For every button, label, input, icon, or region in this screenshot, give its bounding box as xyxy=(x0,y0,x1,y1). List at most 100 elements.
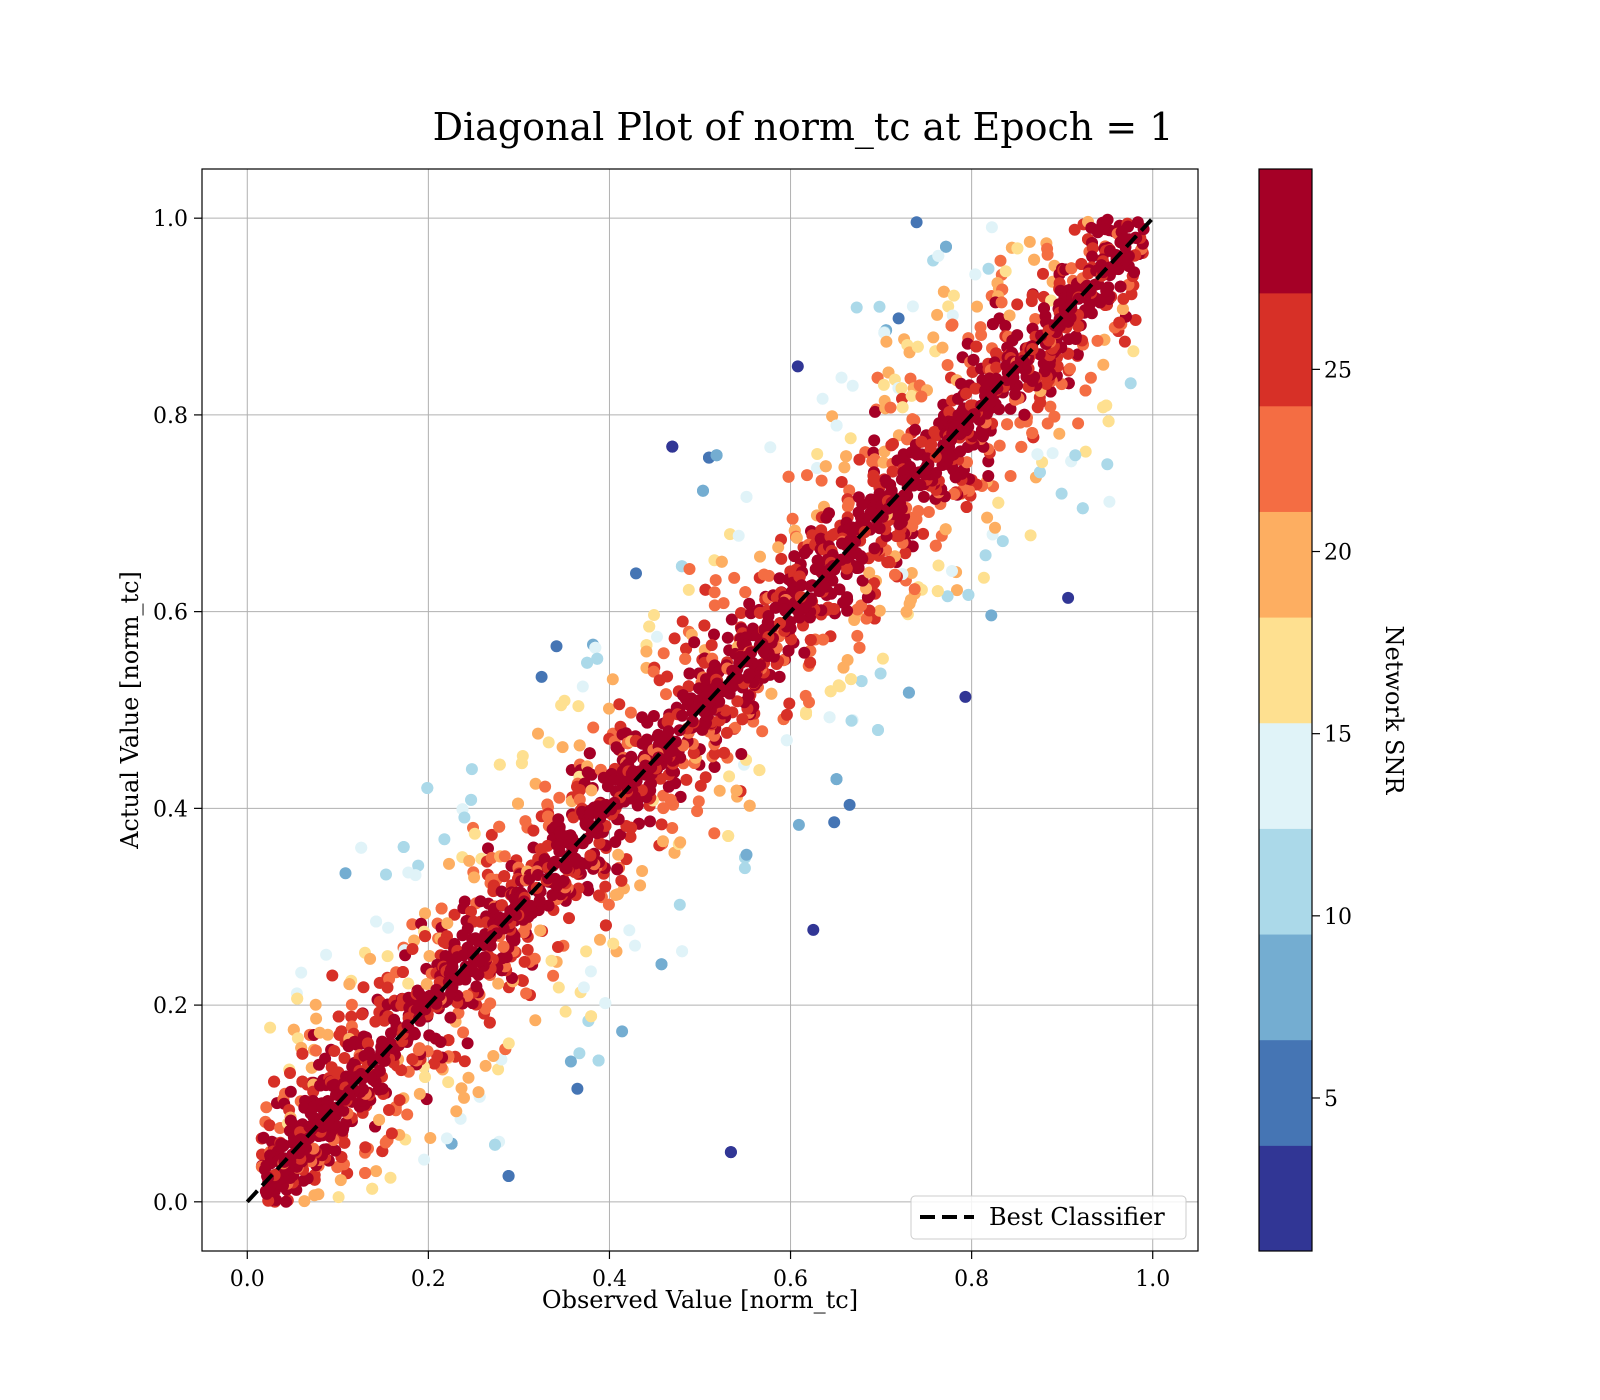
scatter-point xyxy=(855,675,868,688)
scatter-point xyxy=(886,465,899,478)
scatter-point xyxy=(947,289,960,302)
scatter-point xyxy=(844,432,857,445)
scatter-point xyxy=(877,456,890,469)
scatter-point xyxy=(260,1101,273,1114)
scatter-point xyxy=(616,1025,629,1038)
scatter-point xyxy=(308,1189,321,1202)
scatter-point xyxy=(775,552,788,565)
scatter-point xyxy=(994,254,1007,267)
scatter-point xyxy=(884,401,897,414)
scatter-point xyxy=(941,590,954,603)
scatter-point xyxy=(556,741,569,754)
scatter-point xyxy=(298,1195,311,1208)
scatter-point xyxy=(783,697,796,710)
scatter-point xyxy=(498,850,511,863)
scatter-point xyxy=(1041,248,1054,261)
scatter-point xyxy=(845,673,857,686)
scatter-point xyxy=(725,613,738,626)
x-tick-label: 0.2 xyxy=(411,1267,446,1292)
scatter-point xyxy=(541,839,554,852)
scatter-point xyxy=(718,746,731,759)
scatter-point xyxy=(1103,495,1116,508)
scatter-point xyxy=(948,488,960,500)
colorbar-band xyxy=(1259,1145,1312,1252)
scatter-point xyxy=(960,387,973,400)
scatter-point xyxy=(1004,402,1017,415)
scatter-point xyxy=(990,361,1003,374)
scatter-point xyxy=(585,768,598,781)
x-tick-label: 0.8 xyxy=(954,1267,989,1292)
colorbar-tick-label: 15 xyxy=(1324,723,1352,748)
scatter-point xyxy=(1024,529,1037,542)
scatter-point xyxy=(465,905,477,918)
y-tick-label: 0.8 xyxy=(153,404,188,429)
scatter-point xyxy=(753,764,766,777)
scatter-point xyxy=(708,586,721,599)
scatter-point xyxy=(644,815,656,828)
scatter-point xyxy=(502,1170,515,1182)
scatter-point xyxy=(1009,388,1022,401)
scatter-point xyxy=(545,954,558,967)
chart-title: Diagonal Plot of norm_tc at Epoch = 1 xyxy=(433,105,1174,150)
scatter-point xyxy=(816,392,829,405)
scatter-point xyxy=(680,773,693,786)
scatter-point xyxy=(1065,262,1078,275)
scatter-point xyxy=(583,747,596,760)
scatter-point xyxy=(532,869,544,881)
scatter-point xyxy=(799,689,812,702)
plot-frame xyxy=(201,168,1199,1252)
scatter-point xyxy=(981,511,994,524)
y-tick-label: 0.6 xyxy=(153,601,188,626)
scatter-point xyxy=(1072,417,1085,430)
scatter-point xyxy=(975,329,988,341)
scatter-point xyxy=(573,739,586,752)
scatter-point xyxy=(708,628,720,641)
scatter-point xyxy=(465,763,478,776)
scatter-point xyxy=(296,1047,309,1060)
scatter-point xyxy=(939,523,952,536)
scatter-point xyxy=(895,382,908,395)
scatter-point xyxy=(1044,400,1057,413)
scatter-point xyxy=(418,1153,431,1166)
y-tick-label: 1.0 xyxy=(153,207,188,232)
scatter-point xyxy=(1004,470,1017,482)
scatter-point xyxy=(798,547,811,560)
scatter-point xyxy=(826,410,839,423)
scatter-point xyxy=(959,690,972,703)
colorbar-band xyxy=(1259,617,1312,724)
scatter-point xyxy=(993,439,1006,452)
scatter-point xyxy=(740,848,753,861)
scatter-point xyxy=(1068,223,1081,236)
scatter-point xyxy=(782,470,795,483)
scatter-point xyxy=(534,924,547,937)
scatter-point xyxy=(593,889,606,902)
scatter-point xyxy=(550,640,563,653)
scatter-point xyxy=(699,583,712,596)
scatter-point xyxy=(683,667,696,680)
scatter-point xyxy=(384,1171,397,1184)
scatter-point xyxy=(521,943,534,956)
scatter-point xyxy=(1091,334,1104,347)
scatter-point xyxy=(624,830,637,843)
scatter-point xyxy=(607,937,620,950)
scatter-point xyxy=(1062,591,1075,604)
scatter-point xyxy=(412,859,425,872)
scatter-point xyxy=(1018,408,1031,421)
scatter-point xyxy=(563,912,575,925)
scatter-point xyxy=(1101,458,1114,471)
scatter-point xyxy=(291,1032,304,1045)
scatter-point xyxy=(819,460,832,473)
scatter-point xyxy=(908,583,921,596)
scatter-point xyxy=(936,341,949,354)
scatter-point xyxy=(1084,371,1097,384)
scatter-point xyxy=(705,639,718,652)
scatter-point xyxy=(397,841,410,853)
scatter-point xyxy=(468,871,481,884)
scatter-point xyxy=(666,822,679,834)
scatter-point xyxy=(463,854,476,867)
scatter-point xyxy=(450,1105,463,1118)
scatter-point xyxy=(881,556,894,569)
scatter-point xyxy=(493,820,506,833)
scatter-point xyxy=(722,830,735,842)
scatter-point xyxy=(795,579,808,592)
